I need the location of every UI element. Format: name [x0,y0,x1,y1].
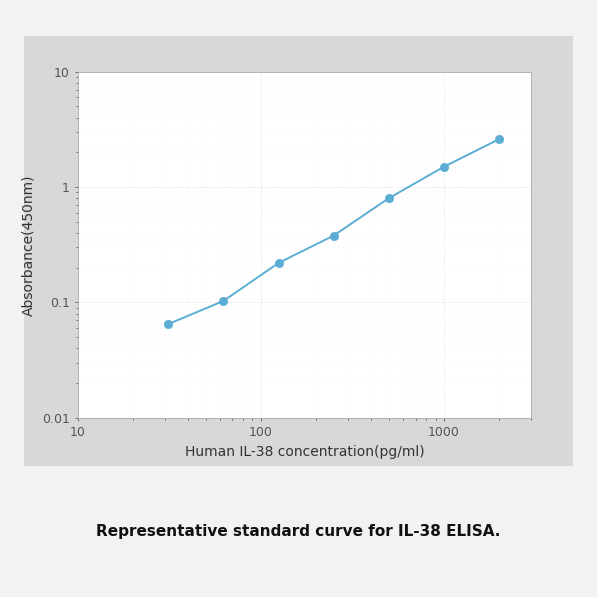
X-axis label: Human IL-38 concentration(pg/ml): Human IL-38 concentration(pg/ml) [184,445,424,460]
Text: Representative standard curve for IL-38 ELISA.: Representative standard curve for IL-38 … [96,524,501,539]
Y-axis label: Absorbance(450nm): Absorbance(450nm) [21,174,35,316]
